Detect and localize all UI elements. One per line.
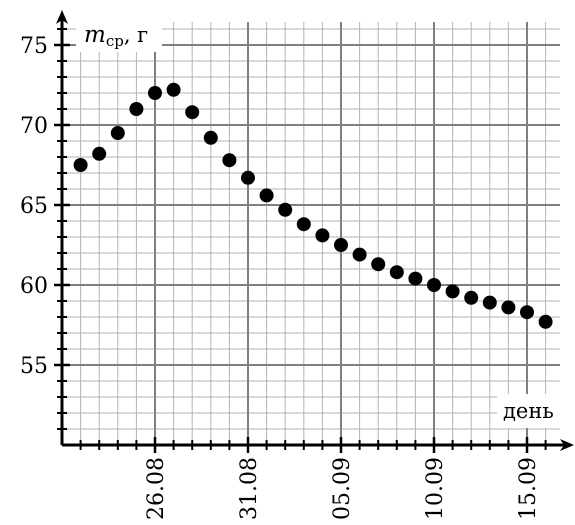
data-point: [445, 284, 460, 299]
data-point: [222, 153, 237, 168]
data-point: [371, 257, 386, 272]
x-axis-arrow: [560, 439, 574, 451]
data-point: [129, 102, 144, 116]
y-tick-label: 70: [20, 114, 48, 139]
data-point: [296, 217, 311, 232]
x-axis-title: день: [503, 399, 554, 423]
grid-major: [62, 22, 560, 445]
data-points: [73, 82, 553, 329]
data-point: [464, 290, 479, 305]
y-tick-label: 60: [20, 274, 48, 299]
x-tick-label: 15.09: [516, 457, 541, 520]
ticks: [54, 28, 547, 453]
x-axis-title-bg: [497, 394, 571, 428]
data-point: [520, 305, 534, 320]
data-point: [427, 278, 441, 292]
y-axis-title-unit: , г: [124, 23, 148, 47]
data-point: [538, 314, 553, 329]
data-point: [241, 170, 255, 185]
data-point: [482, 295, 497, 310]
y-axis-title-bg: [76, 16, 162, 52]
x-tick-label: 26.08: [144, 457, 169, 520]
axes: [56, 10, 574, 451]
data-point: [278, 202, 293, 217]
y-axis-arrow: [56, 10, 68, 24]
y-axis-title: mср, г: [84, 22, 148, 50]
data-point: [110, 126, 125, 140]
data-point: [315, 228, 330, 243]
data-point: [501, 300, 516, 315]
y-axis-title-sub: ср: [106, 32, 124, 50]
y-axis-title-main: m: [84, 22, 106, 48]
data-point: [352, 247, 367, 262]
data-point: [73, 158, 88, 172]
y-tick-label: 75: [20, 34, 48, 59]
y-tick-label: 65: [20, 194, 48, 219]
x-tick-label: 05.09: [330, 457, 355, 520]
data-point: [148, 86, 162, 100]
tick-labels: 55 60 65 70 75 26.08 31.08 05.09 10.09 15.09: [20, 34, 541, 520]
x-tick-label: 31.08: [237, 457, 262, 520]
data-point: [389, 265, 404, 280]
grid-minor: [62, 22, 560, 445]
data-point: [259, 188, 274, 203]
y-tick-label: 55: [20, 354, 48, 379]
x-tick-label: 10.09: [423, 457, 448, 520]
data-point: [166, 82, 181, 97]
data-point: [185, 105, 200, 120]
data-point: [334, 238, 348, 252]
data-point: [408, 271, 423, 286]
data-point: [203, 130, 218, 145]
data-point: [92, 146, 107, 161]
